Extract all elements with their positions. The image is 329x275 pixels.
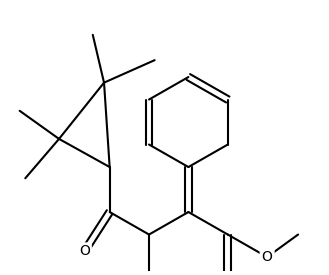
Text: O: O [262, 250, 273, 264]
Text: O: O [79, 244, 90, 258]
